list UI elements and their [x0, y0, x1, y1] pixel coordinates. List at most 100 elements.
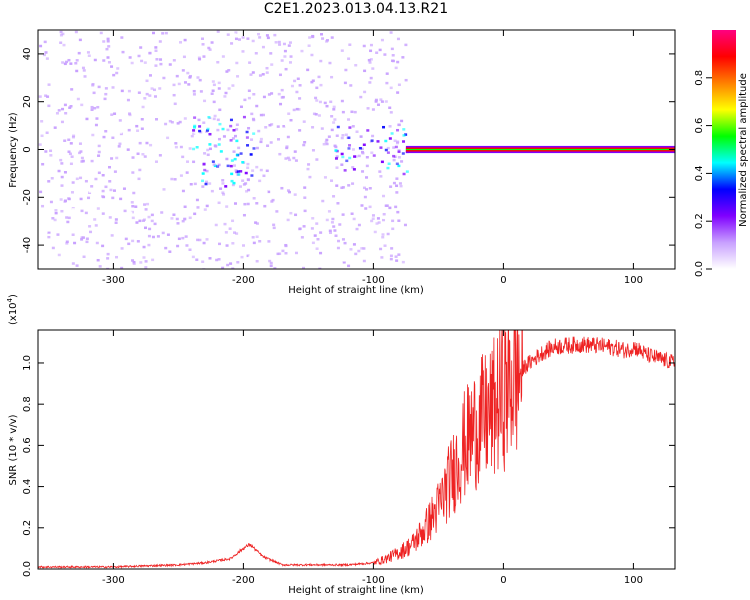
heatmap-cell [347, 184, 351, 187]
heatmap-cell [289, 55, 293, 58]
heatmap-cell [74, 62, 78, 65]
heatmap-cell [166, 233, 170, 236]
heatmap-cell [156, 235, 160, 238]
heatmap-cell [235, 153, 239, 157]
heatmap-cell [183, 81, 187, 84]
heatmap-cell [201, 185, 205, 188]
heatmap-cell [382, 212, 386, 216]
colorbar-tick-label: 0.8 [694, 70, 705, 86]
heatmap-cell [308, 175, 312, 179]
heatmap-cell [140, 118, 144, 121]
snr-x-ticks: -300 -200 -100 0 100 [102, 330, 643, 586]
heatmap-cell [340, 163, 344, 166]
heatmap-cell [168, 63, 172, 66]
heatmap-cell [94, 224, 98, 227]
heatmap-cell [372, 208, 376, 211]
heatmap-cell [154, 64, 158, 67]
heatmap-cell [208, 48, 212, 51]
heatmap-cell [307, 163, 311, 166]
heatmap-cell [267, 93, 271, 96]
heatmap-cell [272, 226, 276, 230]
heatmap-cell [85, 237, 89, 240]
heatmap-cell [61, 32, 65, 36]
heatmap-cell [252, 241, 256, 245]
heatmap-cell [164, 246, 168, 250]
heatmap-cell [50, 177, 54, 180]
heatmap-cell [396, 60, 400, 64]
heatmap-cell [254, 52, 258, 55]
heatmap-cell [234, 169, 238, 172]
heatmap-cell [172, 93, 176, 97]
heatmap-cell [365, 164, 369, 168]
heatmap-cell [246, 166, 250, 170]
heatmap-cell [119, 197, 123, 201]
heatmap-cell [148, 227, 152, 231]
heatmap-cell [332, 252, 336, 256]
heatmap-cell [378, 183, 382, 187]
heatmap-cell [244, 171, 248, 175]
heatmap-cell [346, 95, 350, 99]
heatmap-cell [173, 236, 177, 239]
heatmap-cell [136, 240, 140, 243]
heatmap-cell [120, 89, 124, 93]
heatmap-cell [363, 235, 367, 239]
heatmap-cell [361, 107, 365, 110]
snr-series-line [38, 330, 675, 569]
heatmap-cell [320, 127, 324, 130]
heatmap-cell [360, 150, 364, 154]
heatmap-cell [205, 204, 209, 208]
heatmap-cell [67, 216, 71, 220]
heatmap-cell [91, 82, 95, 86]
heatmap-cell [368, 61, 372, 64]
heatmap-cell [245, 190, 249, 193]
snr-line [38, 330, 675, 569]
heatmap-cell [330, 75, 334, 79]
heatmap-cell [234, 186, 238, 189]
heatmap-cell [131, 204, 135, 208]
heatmap-cell [370, 219, 374, 223]
heatmap-cell [179, 145, 183, 149]
heatmap-cell [311, 35, 315, 39]
heatmap-cell [405, 170, 409, 173]
heatmap-cell [85, 240, 89, 244]
heatmap-cell [202, 55, 206, 58]
heatmap-cell [68, 118, 72, 122]
heatmap-cell [341, 155, 345, 159]
heatmap-cell [85, 117, 89, 121]
heatmap-cell [205, 130, 209, 133]
heatmap-cell [150, 213, 154, 217]
heatmap-cell [392, 85, 396, 88]
heatmap-cell [201, 260, 205, 263]
heatmap-cell [62, 43, 66, 47]
spectrogram-x-ticks: -300 -200 -100 0 100 [102, 30, 643, 286]
heatmap-cell [74, 30, 78, 34]
heatmap-cell [283, 49, 287, 53]
chart-title: C2E1.2023.013.04.13.R21 [263, 1, 449, 17]
heatmap-cell [100, 92, 104, 96]
heatmap-cell [181, 219, 185, 223]
heatmap-cell [69, 162, 73, 166]
heatmap-cell [269, 52, 273, 55]
heatmap-cell [184, 235, 188, 238]
heatmap-cell [183, 38, 187, 42]
spectrogram-x-tick-label: -100 [362, 275, 385, 286]
heatmap-cell [397, 83, 401, 87]
heatmap-cell [366, 107, 370, 110]
heatmap-cell [341, 110, 345, 114]
heatmap-cell [57, 169, 61, 173]
heatmap-cell [203, 208, 207, 211]
heatmap-cell [90, 185, 94, 188]
heatmap-cell [332, 105, 336, 109]
heatmap-cell [127, 89, 131, 93]
heatmap-cell [236, 50, 240, 54]
heatmap-cell [65, 240, 69, 244]
heatmap-cell [233, 157, 237, 161]
heatmap-cell [147, 215, 151, 219]
heatmap-cell [225, 244, 229, 247]
heatmap-cell [404, 43, 408, 47]
heatmap-cell [172, 83, 176, 87]
heatmap-cell [208, 257, 212, 260]
heatmap-cell [334, 159, 338, 162]
heatmap-cell [386, 236, 390, 239]
heatmap-cell [229, 164, 233, 168]
